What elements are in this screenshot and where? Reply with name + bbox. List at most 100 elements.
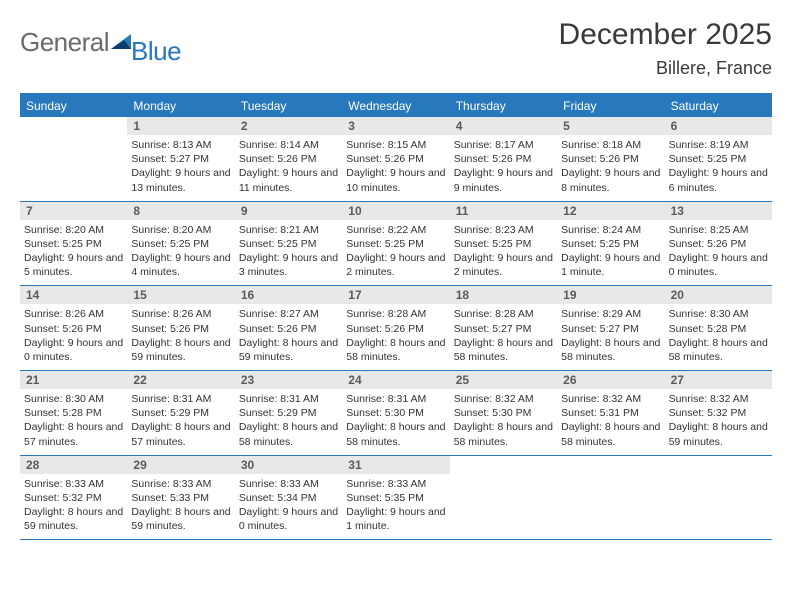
logo: General Blue [20,18,181,67]
calendar-page: General Blue December 2025 Billere, Fran… [0,0,792,550]
day-details: Sunrise: 8:25 AMSunset: 5:26 PMDaylight:… [669,223,768,280]
weekday-header: Sunday Monday Tuesday Wednesday Thursday… [20,95,772,117]
logo-word-general: General [20,27,109,58]
day-number: 14 [20,286,127,304]
weekday-thursday: Thursday [450,95,557,117]
sunset-text: Sunset: 5:27 PM [561,322,660,336]
day-details: Sunrise: 8:33 AMSunset: 5:34 PMDaylight:… [239,477,338,534]
day-number: 20 [665,286,772,304]
day-details: Sunrise: 8:33 AMSunset: 5:32 PMDaylight:… [24,477,123,534]
day-cell: 3Sunrise: 8:15 AMSunset: 5:26 PMDaylight… [342,117,449,201]
daylight-text: Daylight: 9 hours and 3 minutes. [239,251,338,279]
day-number: 7 [20,202,127,220]
daylight-text: Daylight: 8 hours and 59 minutes. [131,336,230,364]
day-cell: 30 Sunrise: 8:33 AMSunset: 5:34 PMDayligh… [235,456,342,540]
day-details: Sunrise: 8:32 AMSunset: 5:32 PMDaylight:… [669,392,768,449]
day-cell: 13Sunrise: 8:25 AMSunset: 5:26 PMDayligh… [665,202,772,286]
daylight-text: Daylight: 9 hours and 1 minute. [561,251,660,279]
sunrise-text: Sunrise: 8:26 AM [24,307,123,321]
sunset-text: Sunset: 5:25 PM [346,237,445,251]
sunset-text: Sunset: 5:33 PM [131,491,230,505]
day-number: 22 [127,371,234,389]
daylight-text: Daylight: 9 hours and 4 minutes. [131,251,230,279]
day-details: Sunrise: 8:15 AMSunset: 5:26 PMDaylight:… [346,138,445,195]
logo-text: General [20,27,135,58]
sunset-text: Sunset: 5:29 PM [131,406,230,420]
day-cell: 2Sunrise: 8:14 AMSunset: 5:26 PMDaylight… [235,117,342,201]
daylight-text: Daylight: 8 hours and 58 minutes. [561,420,660,448]
sunrise-text: Sunrise: 8:32 AM [454,392,553,406]
sunset-text: Sunset: 5:25 PM [239,237,338,251]
day-cell: 7 Sunrise: 8:20 AMSunset: 5:25 PMDaylight… [20,202,127,286]
weekday-saturday: Saturday [665,95,772,117]
day-cell: 6Sunrise: 8:19 AMSunset: 5:25 PMDaylight… [665,117,772,201]
sunrise-text: Sunrise: 8:26 AM [131,307,230,321]
day-number: 23 [235,371,342,389]
day-details: Sunrise: 8:14 AMSunset: 5:26 PMDaylight:… [239,138,338,195]
day-cell: 16Sunrise: 8:27 AMSunset: 5:26 PMDayligh… [235,286,342,370]
daylight-text: Daylight: 9 hours and 2 minutes. [454,251,553,279]
day-details: Sunrise: 8:32 AMSunset: 5:30 PMDaylight:… [454,392,553,449]
day-details: Sunrise: 8:13 AMSunset: 5:27 PMDaylight:… [131,138,230,195]
day-details: Sunrise: 8:33 AMSunset: 5:35 PMDaylight:… [346,477,445,534]
sunset-text: Sunset: 5:25 PM [24,237,123,251]
day-cell [665,456,772,540]
sunset-text: Sunset: 5:30 PM [346,406,445,420]
day-cell: 10Sunrise: 8:22 AMSunset: 5:25 PMDayligh… [342,202,449,286]
sunrise-text: Sunrise: 8:31 AM [131,392,230,406]
day-cell [450,456,557,540]
sunrise-text: Sunrise: 8:32 AM [561,392,660,406]
day-details: Sunrise: 8:29 AMSunset: 5:27 PMDaylight:… [561,307,660,364]
daylight-text: Daylight: 9 hours and 0 minutes. [24,336,123,364]
day-details: Sunrise: 8:32 AMSunset: 5:31 PMDaylight:… [561,392,660,449]
day-details: Sunrise: 8:20 AMSunset: 5:25 PMDaylight:… [131,223,230,280]
day-details: Sunrise: 8:18 AMSunset: 5:26 PMDaylight:… [561,138,660,195]
day-details: Sunrise: 8:17 AMSunset: 5:26 PMDaylight:… [454,138,553,195]
day-number: 29 [127,456,234,474]
weekday-sunday: Sunday [20,95,127,117]
daylight-text: Daylight: 9 hours and 1 minute. [346,505,445,533]
day-details: Sunrise: 8:28 AMSunset: 5:26 PMDaylight:… [346,307,445,364]
sunrise-text: Sunrise: 8:25 AM [669,223,768,237]
day-details: Sunrise: 8:23 AMSunset: 5:25 PMDaylight:… [454,223,553,280]
day-cell: 21Sunrise: 8:30 AMSunset: 5:28 PMDayligh… [20,371,127,455]
sunrise-text: Sunrise: 8:28 AM [346,307,445,321]
sunset-text: Sunset: 5:28 PM [24,406,123,420]
daylight-text: Daylight: 9 hours and 0 minutes. [669,251,768,279]
sunrise-text: Sunrise: 8:33 AM [239,477,338,491]
day-number: 21 [20,371,127,389]
day-cell: 23Sunrise: 8:31 AMSunset: 5:29 PMDayligh… [235,371,342,455]
day-number: 10 [342,202,449,220]
sunset-text: Sunset: 5:28 PM [669,322,768,336]
daylight-text: Daylight: 8 hours and 59 minutes. [24,505,123,533]
sunset-text: Sunset: 5:31 PM [561,406,660,420]
day-number: 16 [235,286,342,304]
sunset-text: Sunset: 5:26 PM [346,152,445,166]
daylight-text: Daylight: 8 hours and 57 minutes. [24,420,123,448]
weekday-wednesday: Wednesday [342,95,449,117]
sunset-text: Sunset: 5:34 PM [239,491,338,505]
sunrise-text: Sunrise: 8:33 AM [346,477,445,491]
sunrise-text: Sunrise: 8:33 AM [24,477,123,491]
sunrise-text: Sunrise: 8:19 AM [669,138,768,152]
sunrise-text: Sunrise: 8:29 AM [561,307,660,321]
daylight-text: Daylight: 9 hours and 5 minutes. [24,251,123,279]
day-number: 9 [235,202,342,220]
sunrise-text: Sunrise: 8:20 AM [24,223,123,237]
logo-word-blue: Blue [131,36,181,67]
week-row: 21Sunrise: 8:30 AMSunset: 5:28 PMDayligh… [20,371,772,456]
daylight-text: Daylight: 9 hours and 13 minutes. [131,166,230,194]
day-number: 30 [235,456,342,474]
day-number: 26 [557,371,664,389]
day-cell: 25Sunrise: 8:32 AMSunset: 5:30 PMDayligh… [450,371,557,455]
sunset-text: Sunset: 5:32 PM [669,406,768,420]
day-cell: 4Sunrise: 8:17 AMSunset: 5:26 PMDaylight… [450,117,557,201]
day-cell [20,117,127,201]
day-cell: 19Sunrise: 8:29 AMSunset: 5:27 PMDayligh… [557,286,664,370]
sunset-text: Sunset: 5:25 PM [669,152,768,166]
calendar: Sunday Monday Tuesday Wednesday Thursday… [20,93,772,540]
day-details: Sunrise: 8:26 AMSunset: 5:26 PMDaylight:… [131,307,230,364]
day-number: 31 [342,456,449,474]
sunset-text: Sunset: 5:26 PM [454,152,553,166]
daylight-text: Daylight: 9 hours and 11 minutes. [239,166,338,194]
